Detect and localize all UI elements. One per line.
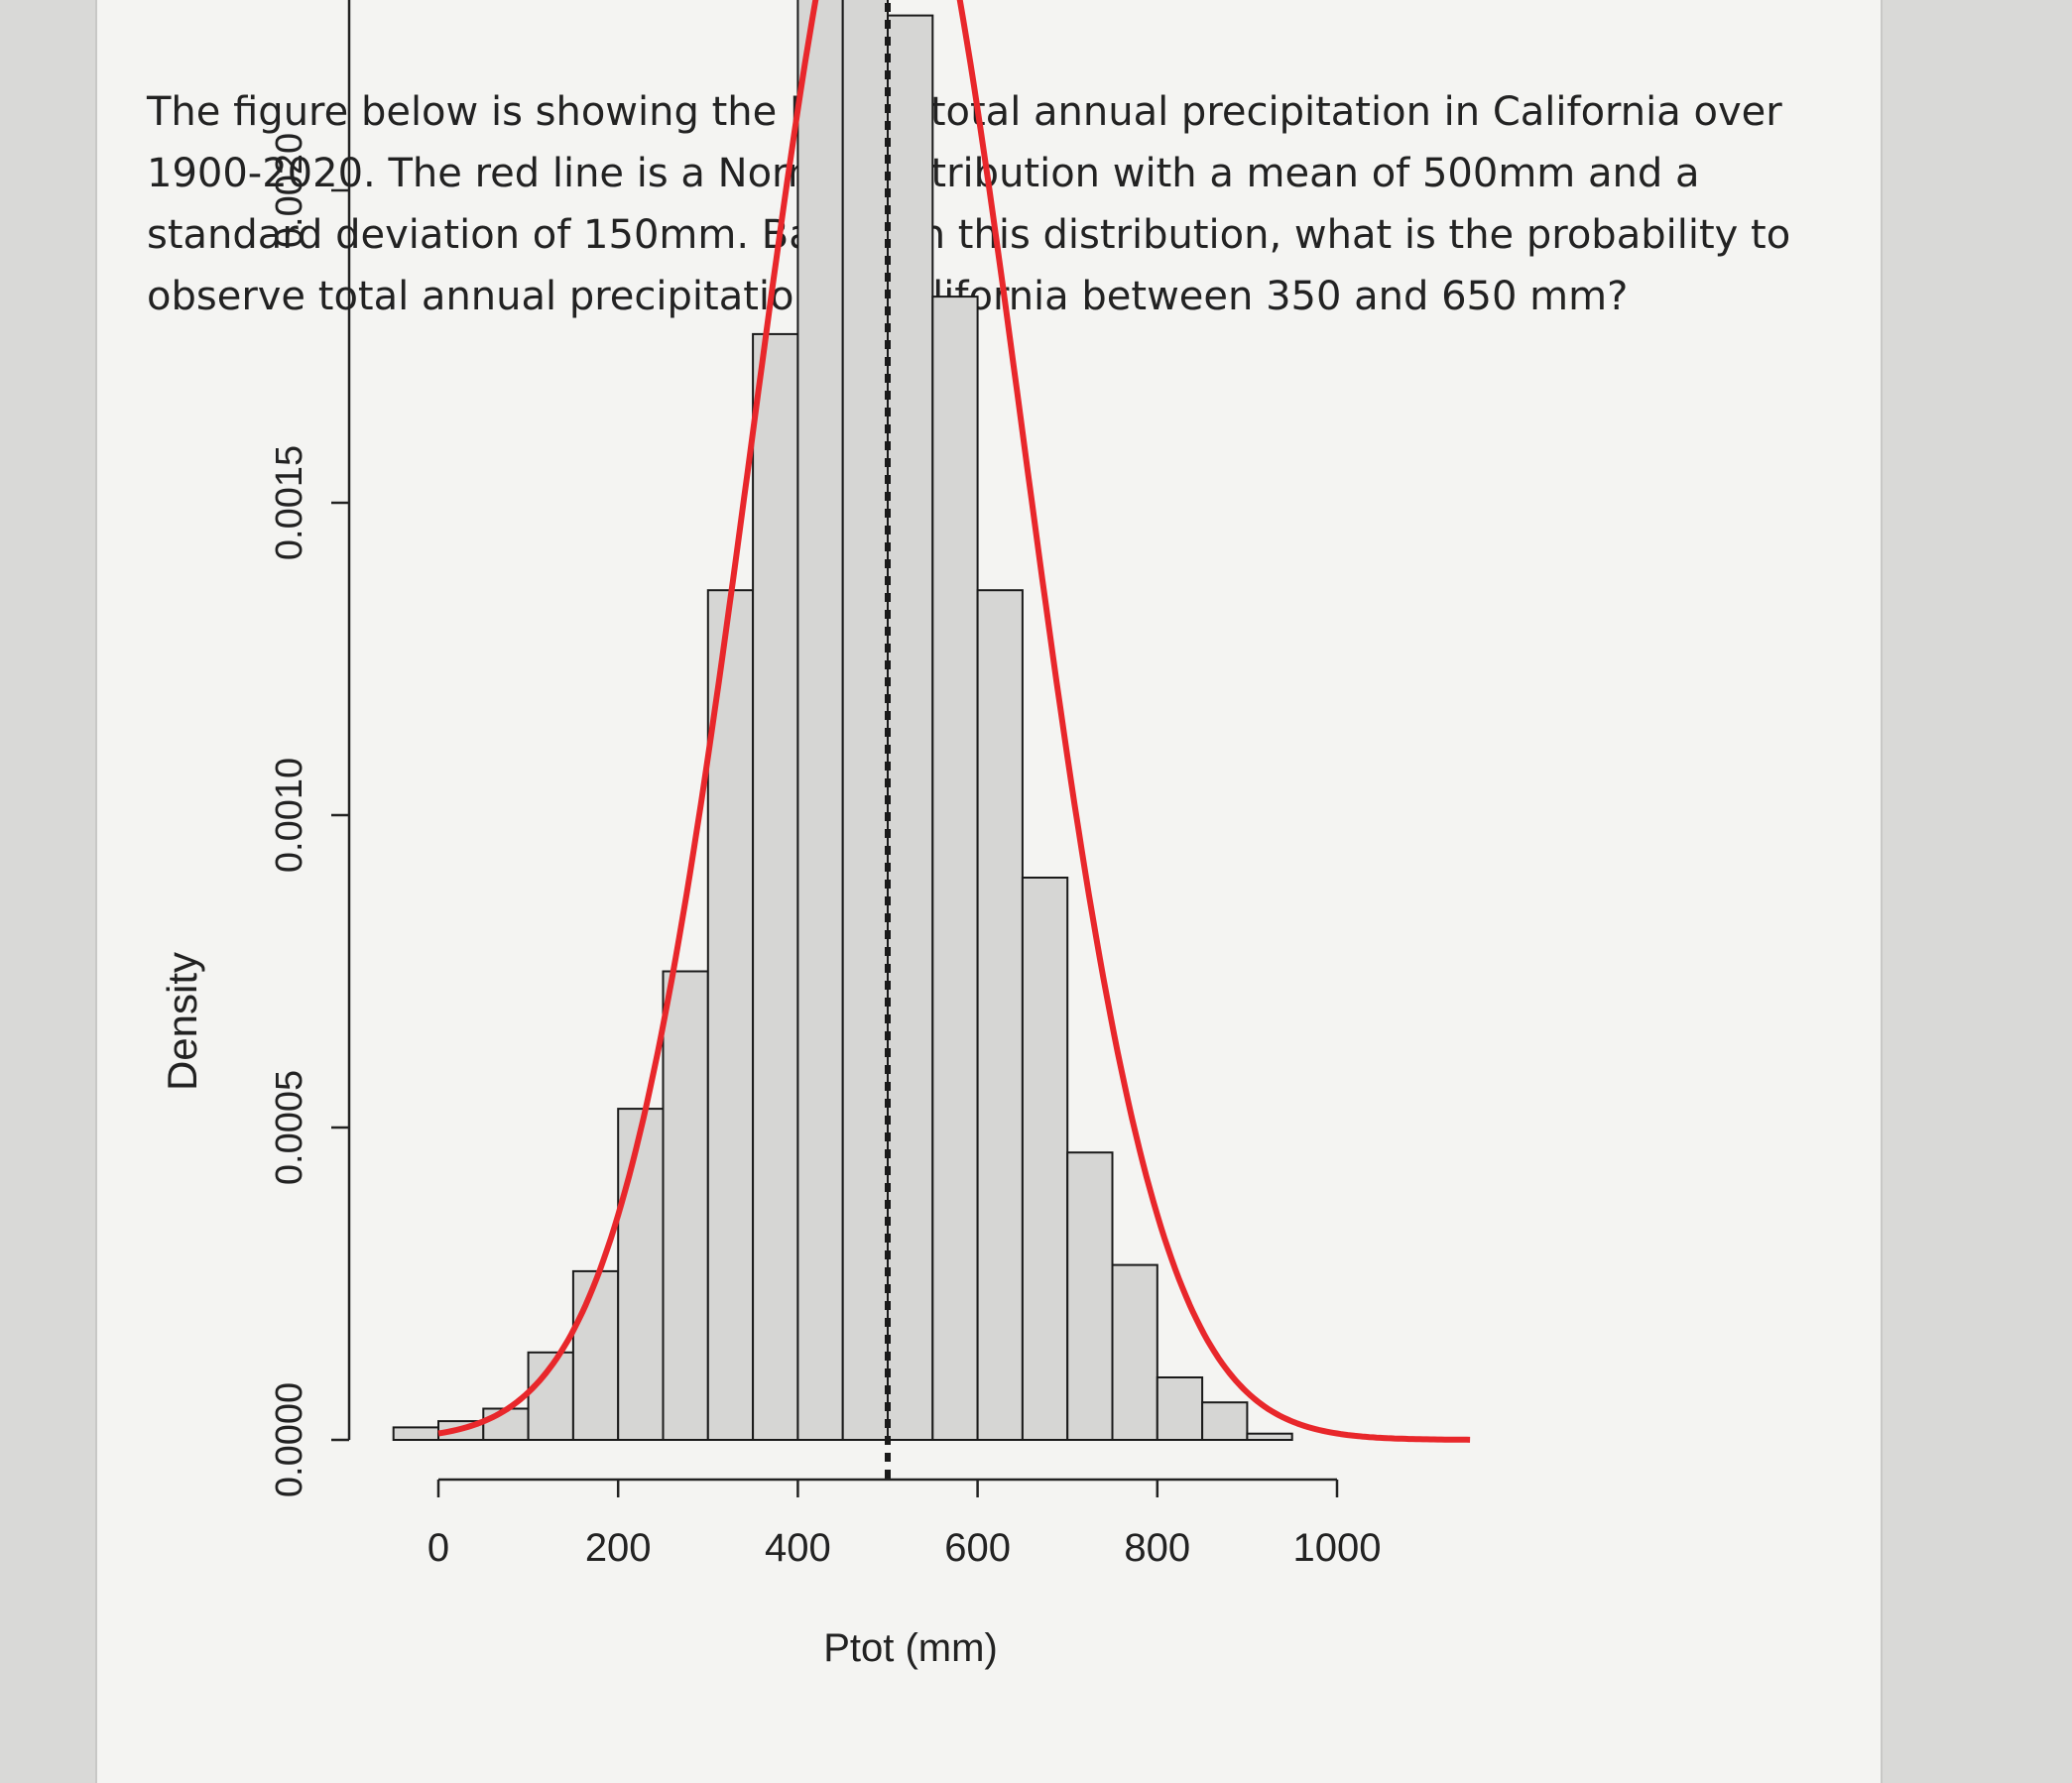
y-tick-label: 0.0015 bbox=[269, 445, 310, 560]
x-tick-label: 400 bbox=[765, 1526, 831, 1570]
histogram-bar bbox=[887, 14, 934, 1442]
x-tick-label: 0 bbox=[427, 1526, 449, 1570]
histogram-bar bbox=[1156, 1376, 1204, 1441]
histogram-bar bbox=[571, 1269, 620, 1442]
histogram-bar bbox=[1111, 1263, 1158, 1441]
histogram-bar bbox=[752, 332, 799, 1441]
y-tick-label: 0.0020 bbox=[269, 133, 310, 248]
histogram-bars bbox=[392, 0, 1293, 1442]
x-axis: 0 200 400 600 800 1000 bbox=[427, 1478, 1382, 1570]
histogram-bar bbox=[1021, 877, 1069, 1441]
x-axis-label: Ptot (mm) bbox=[823, 1626, 998, 1670]
histogram-bar bbox=[662, 970, 709, 1441]
y-tick-label: 0.0005 bbox=[269, 1070, 310, 1185]
y-tick-label: 0.0000 bbox=[269, 1382, 310, 1497]
x-tick-label: 200 bbox=[585, 1526, 652, 1570]
x-tick-label: 600 bbox=[944, 1526, 1011, 1570]
y-tick-label: 0.0010 bbox=[269, 758, 310, 873]
histogram-bar bbox=[796, 0, 844, 1442]
histogram-bar bbox=[617, 1108, 665, 1441]
x-tick-label: 800 bbox=[1124, 1526, 1190, 1570]
x-tick-label: 1000 bbox=[1293, 1526, 1382, 1570]
histogram-bar bbox=[1201, 1401, 1249, 1441]
normal-curve bbox=[437, 0, 1471, 1443]
normal-curve-group bbox=[437, 0, 1471, 1443]
y-axis-label: Density bbox=[159, 952, 205, 1091]
histogram-bar bbox=[841, 0, 890, 1442]
histogram-bar bbox=[931, 296, 979, 1442]
histogram-bar bbox=[976, 589, 1024, 1441]
histogram-bar bbox=[1066, 1151, 1114, 1441]
histogram-bar bbox=[392, 1426, 440, 1442]
histogram-bar bbox=[1246, 1432, 1293, 1441]
